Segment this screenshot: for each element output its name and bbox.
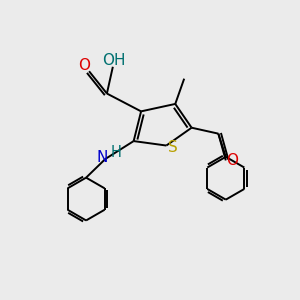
Text: H: H [110,145,121,160]
Text: OH: OH [103,53,126,68]
Text: O: O [78,58,90,74]
Text: S: S [168,140,178,154]
Text: N: N [96,150,107,165]
Text: O: O [226,153,238,168]
